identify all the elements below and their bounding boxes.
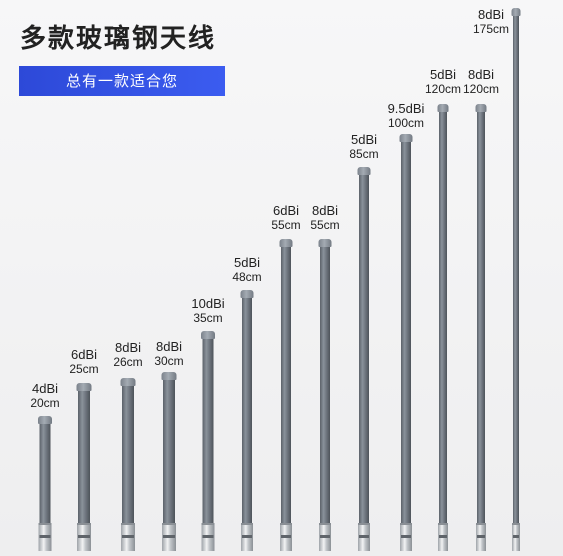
page-title: 多款玻璃钢天线 [20,24,217,54]
antenna-spec-label: 9.5dBi 100cm [388,101,425,131]
antenna-spec-label: 8dBi 30cm [154,339,183,369]
antenna-spec-label: 8dBi 26cm [113,340,142,370]
antenna-cap [357,167,371,175]
antenna-rod [281,247,291,523]
antenna-rod [39,424,51,523]
antenna-spec-label: 8dBi 175cm [473,7,509,37]
antenna-rod [163,380,175,523]
antenna-length: 20cm [30,396,60,410]
antenna-gain: 8dBi [467,67,495,82]
antenna-cap [201,331,215,339]
antenna-length: 85cm [349,147,379,161]
antenna-rod [439,112,447,523]
antenna-connector [77,523,91,551]
antenna-cap [437,104,449,112]
antenna-gain: 10dBi [191,296,225,311]
antenna-spec-label: 6dBi 55cm [271,203,300,233]
antenna-length: 30cm [154,354,184,368]
antenna-connector [162,523,176,551]
antenna-connector [280,523,292,551]
antenna-spec-label: 8dBi 55cm [310,203,339,233]
antenna-gain: 8dBi [114,340,142,355]
antenna-cap [120,378,136,386]
antenna-cap [161,372,177,380]
antenna-connector [241,523,253,551]
antenna-cap [399,134,413,142]
antenna-rod [513,16,519,523]
antenna-length: 25cm [69,362,99,376]
antenna-gain: 8dBi [155,339,183,354]
antenna-connector [38,523,52,551]
antenna-rod [242,298,252,523]
antenna-spec-label: 5dBi 85cm [349,132,378,162]
antenna-connector [512,523,520,551]
antenna-connector [400,523,412,551]
antenna-cap [511,8,521,16]
antenna-cap [318,239,332,247]
antenna-cap [76,383,92,391]
antenna-spec-label: 8dBi 120cm [463,67,499,97]
antenna-spec-label: 6dBi 25cm [69,347,98,377]
antenna-spec-label: 5dBi 48cm [232,255,261,285]
slogan-banner: 总有一款适合您 [19,66,225,96]
antenna-gain: 4dBi [31,381,59,396]
antenna-length: 120cm [424,82,462,96]
antenna-gain: 6dBi [70,347,98,362]
antenna-gain: 9.5dBi [387,101,425,116]
antenna-spec-label: 4dBi 20cm [30,381,59,411]
antenna-length: 55cm [271,218,301,232]
antenna-rod [477,112,485,523]
antenna-length: 48cm [232,270,262,284]
antenna-connector [476,523,486,551]
antenna-length: 26cm [113,355,143,369]
antenna-connector [438,523,448,551]
antenna-gain: 5dBi [233,255,261,270]
antenna-connector [121,523,135,551]
antenna-length: 100cm [387,116,425,130]
antenna-gain: 5dBi [350,132,378,147]
antenna-spec-label: 10dBi 35cm [191,296,224,326]
antenna-length: 120cm [462,82,500,96]
antenna-gain: 6dBi [272,203,300,218]
antenna-rod [78,391,90,523]
antenna-cap [475,104,487,112]
antenna-rod [202,339,214,523]
antenna-rod [401,142,411,523]
antenna-length: 55cm [310,218,340,232]
antenna-rod [122,386,134,523]
antenna-cap [279,239,293,247]
antenna-connector [319,523,331,551]
antenna-gain: 8dBi [311,203,339,218]
antenna-length: 175cm [472,22,510,36]
antenna-length: 35cm [193,311,223,325]
antenna-connector [201,523,215,551]
antenna-spec-label: 5dBi 120cm [425,67,461,97]
antenna-gain: 5dBi [429,67,457,82]
antenna-cap [240,290,254,298]
antenna-gain: 8dBi [477,7,505,22]
antenna-cap [38,416,52,424]
antenna-rod [320,247,330,523]
antenna-rod [359,175,369,523]
antenna-connector [358,523,370,551]
